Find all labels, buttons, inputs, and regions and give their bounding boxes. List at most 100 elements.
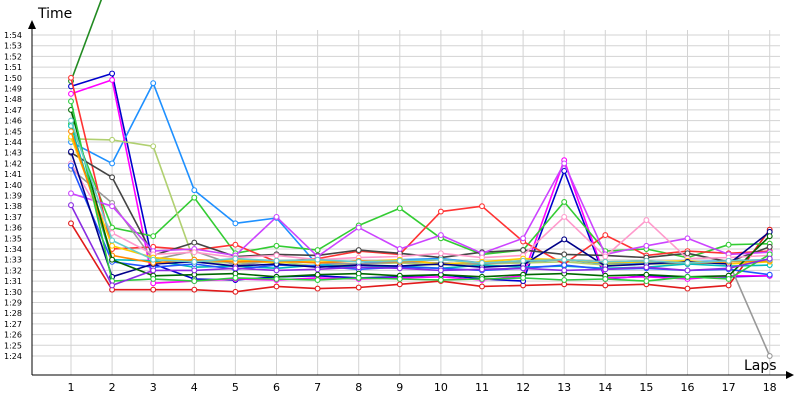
series-layer — [68, 0, 773, 359]
series-11 — [68, 160, 773, 260]
series-line — [70, 136, 770, 265]
y-tick-label: 1:32 — [4, 266, 22, 275]
data-point — [150, 80, 157, 87]
data-point — [109, 76, 116, 83]
series-18 — [68, 106, 773, 280]
series-20 — [68, 117, 773, 266]
series-19 — [68, 98, 773, 285]
data-point — [437, 208, 444, 215]
data-point — [479, 276, 485, 282]
data-point — [68, 162, 74, 169]
data-point — [191, 258, 198, 265]
y-axis-tick-labels: 1:24 1:251:26 1:27 1:281:29 1:30 1:31 1:321:33… — [4, 31, 22, 361]
series-line — [70, 162, 770, 261]
data-point — [561, 262, 568, 268]
data-point — [109, 70, 116, 77]
x-tick-label: 9 — [396, 381, 403, 394]
data-point — [68, 117, 74, 124]
data-point — [437, 256, 444, 263]
x-tick-label: 7 — [314, 381, 321, 394]
data-point — [68, 148, 74, 155]
data-point — [314, 271, 321, 278]
series-3 — [68, 70, 773, 285]
x-axis-arrow-icon — [786, 371, 794, 379]
data-point — [766, 271, 773, 278]
data-point — [437, 250, 444, 257]
x-tick-label: 11 — [475, 381, 489, 394]
data-point — [479, 266, 485, 273]
series-8 — [68, 74, 773, 267]
data-point — [561, 256, 568, 263]
x-tick-label: 8 — [355, 381, 362, 394]
x-axis-tick-labels: 1 2 3 4 5 6 7 8 9 10 11 12 13 14 15 16 17 18 — [68, 381, 777, 394]
data-point — [232, 274, 239, 281]
data-point — [643, 271, 650, 278]
series-line — [70, 162, 770, 258]
series-12 — [68, 160, 773, 263]
x-tick-label: 15 — [639, 381, 653, 394]
y-tick-label: 1:46 — [4, 117, 22, 126]
data-point — [643, 242, 650, 249]
data-point — [396, 246, 403, 252]
data-point — [602, 232, 609, 239]
y-tick-label: 1:44 — [4, 138, 22, 147]
data-point — [109, 203, 116, 210]
data-point — [684, 235, 691, 242]
data-point — [191, 267, 198, 274]
data-point — [561, 236, 568, 243]
data-point — [273, 257, 280, 264]
y-tick-label: 1:25 — [4, 341, 22, 350]
data-point — [191, 194, 198, 201]
data-point — [684, 273, 691, 280]
y-tick-label: 1:42 — [4, 159, 22, 168]
data-point — [725, 282, 732, 289]
data-point — [396, 205, 403, 212]
data-point — [191, 286, 198, 293]
data-point — [561, 198, 568, 205]
series-line — [70, 109, 771, 278]
data-point — [191, 239, 198, 246]
data-point — [232, 265, 239, 272]
y-tick-label: 1:51 — [4, 63, 22, 72]
data-point — [643, 264, 650, 271]
data-point — [520, 247, 527, 254]
y-tick-label: 1:36 — [4, 224, 22, 233]
x-tick-label: 16 — [681, 381, 695, 394]
x-tick-label: 13 — [557, 381, 571, 394]
series-line — [70, 165, 770, 276]
series-15 — [68, 133, 773, 267]
y-tick-label: 1:45 — [4, 127, 22, 136]
y-tick-label: 1:49 — [4, 85, 22, 94]
data-point — [314, 277, 321, 283]
series-line — [70, 204, 770, 287]
data-point — [479, 283, 485, 290]
data-point — [355, 247, 362, 254]
y-tick-label: 1:24 — [4, 352, 22, 361]
y-tick-label: 1:43 — [4, 149, 22, 158]
x-tick-label: 5 — [232, 381, 239, 394]
data-point — [725, 257, 732, 264]
data-point — [520, 235, 527, 242]
series-line — [70, 101, 771, 282]
data-point — [520, 274, 527, 281]
data-point — [232, 241, 239, 248]
data-point — [109, 237, 116, 244]
axes — [28, 20, 794, 379]
data-point — [314, 285, 321, 292]
series-line — [70, 120, 770, 264]
data-point — [273, 283, 280, 290]
series-21 — [68, 202, 773, 289]
y-tick-label: 1:30 — [4, 288, 22, 297]
x-tick-label: 17 — [722, 381, 736, 394]
data-point — [273, 252, 280, 259]
data-point — [355, 284, 362, 291]
data-point — [68, 90, 74, 97]
data-point — [355, 258, 362, 265]
data-point — [68, 128, 74, 135]
x-tick-label: 2 — [109, 381, 116, 394]
data-point — [109, 136, 116, 143]
data-point — [602, 282, 609, 289]
data-point — [520, 257, 527, 264]
data-point — [68, 190, 74, 197]
